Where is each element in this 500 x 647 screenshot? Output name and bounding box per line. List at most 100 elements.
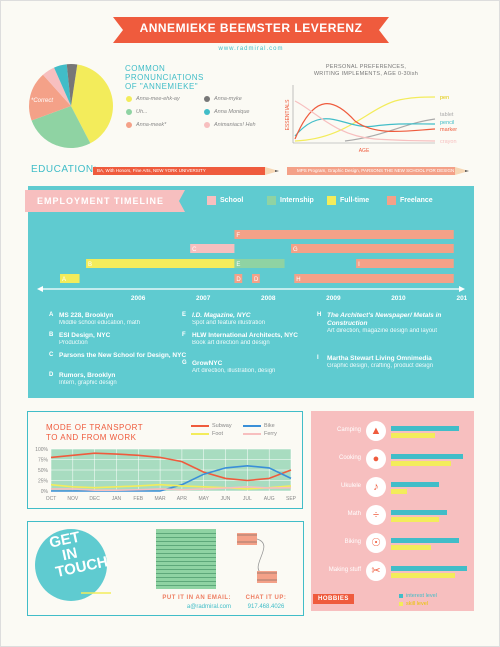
get-in-touch-badge xyxy=(35,529,111,601)
phone-number[interactable]: 917.468.4026 xyxy=(247,604,285,610)
x-tick: APR xyxy=(177,496,188,502)
interest-bar xyxy=(391,426,459,431)
pron-legend-label: Animaniacs! Heh xyxy=(214,122,256,128)
timeline-bar-letter: A xyxy=(62,277,66,283)
pref-line-marker xyxy=(294,103,436,140)
ukulele-icon: ♪ xyxy=(366,477,386,497)
pref-line-crayon xyxy=(294,100,436,142)
hobbies-tag: HOBBIES xyxy=(313,594,354,604)
phone-label: CHAT IT UP: xyxy=(245,595,287,601)
pie-slice xyxy=(54,64,71,106)
contact-panel xyxy=(27,521,304,616)
pron-legend-label: Uh... xyxy=(136,109,148,115)
year-label: 2007 xyxy=(196,295,211,302)
year-label: 2010 xyxy=(391,295,406,302)
employment-entry: F HLW International Architects, NYC Book a… xyxy=(182,332,320,347)
get-in-touch-text: GET IN TOUCH xyxy=(47,528,110,581)
legend-line xyxy=(243,433,261,435)
transport-legend-label: Bike xyxy=(264,423,275,429)
legend-dot xyxy=(204,96,210,102)
axis-xlabel: AGE xyxy=(359,148,370,154)
entry-desc: Book art direction and design xyxy=(192,340,270,346)
legend-dot xyxy=(126,122,132,128)
tent-icon: ▲ xyxy=(366,421,386,441)
entry-desc: Art direction, illustration, design xyxy=(192,367,276,374)
employment-entry: H The Architect's Newspaper/ Metals in Co… xyxy=(317,312,455,335)
employment-entry: D Rumors, Brooklyn Intern, graphic design xyxy=(49,372,187,387)
x-tick: AUG xyxy=(264,496,275,502)
pie-slice xyxy=(66,64,78,106)
timeline-bar-A xyxy=(60,274,80,283)
pref-label-pen: pen xyxy=(440,95,449,101)
entry-letter: G xyxy=(182,359,187,366)
pref-label-tablet: tablet xyxy=(440,112,454,118)
interest-bar xyxy=(391,538,459,543)
employment-legend-item: School xyxy=(207,196,243,205)
legend-swatch xyxy=(387,196,396,205)
email-label: PUT IT IN AN EMAIL: xyxy=(162,595,231,601)
y-tick: 0% xyxy=(41,489,49,495)
transport-legend-item: Ferry xyxy=(243,431,277,437)
legend-dot xyxy=(126,109,132,115)
transport-legend-item: Foot xyxy=(191,431,223,437)
entry-letter: F xyxy=(182,332,186,338)
email-link[interactable]: a@radmiral.com xyxy=(186,604,231,610)
education-label: EDUCATION: xyxy=(31,164,97,175)
year-label: 2009 xyxy=(326,295,341,302)
x-tick: OCT xyxy=(46,496,57,502)
pref-line-tablet xyxy=(344,118,436,142)
employment-legend-label: Freelance xyxy=(400,197,433,204)
legend-line xyxy=(243,425,261,427)
pron-legend-label: Anna-myke xyxy=(214,96,242,102)
employment-legend-label: Internship xyxy=(280,197,314,204)
employment-entries: A MS 228, Brooklyn Middle school education… xyxy=(49,312,469,396)
hobby-label: Ukulele xyxy=(340,483,361,489)
pot-icon: ● xyxy=(366,449,386,469)
timeline-bar-H xyxy=(294,274,454,283)
transport-legend-item: Subway xyxy=(191,423,232,429)
website-url[interactable]: www.radmiral.com xyxy=(218,46,284,52)
x-tick: JUN xyxy=(221,496,231,502)
tin-can-phone-icon xyxy=(237,533,277,583)
skill-bar xyxy=(391,517,439,522)
entry-desc: Middle school education, math xyxy=(59,320,141,326)
axis-ylabel: ESSENTIALS xyxy=(285,99,291,131)
timeline-bar-letter: H xyxy=(296,277,300,283)
transport-legend-label: Subway xyxy=(212,423,232,429)
transport-chart: 100% 75% 50% 25% 0%OCT NOV DEC JAN FEB MAR APR MAY J… xyxy=(35,447,296,502)
education-parsons: MPS Program, Graphic Design, PARSONS THE… xyxy=(297,168,455,173)
hobby-label: Cooking xyxy=(338,455,361,461)
entry-desc: Intern, graphic design xyxy=(59,380,117,386)
skill-bar xyxy=(391,573,455,578)
interest-bar xyxy=(391,454,463,459)
employment-title: EMPLOYMENT TIMELINE xyxy=(37,196,164,206)
entry-desc: Spot and feature illustration xyxy=(192,320,266,326)
x-tick: JAN xyxy=(112,496,122,502)
y-tick: 100% xyxy=(35,447,48,453)
x-tick: MAR xyxy=(155,496,167,502)
interest-bar xyxy=(391,510,447,515)
notepad-icon xyxy=(156,529,216,589)
pron-legend-item: Animaniacs! Heh xyxy=(204,122,256,128)
timeline-bar-letter: I xyxy=(358,262,360,268)
entry-letter: I xyxy=(317,354,319,361)
timeline-bar-letter: B xyxy=(88,262,92,268)
preferences-title: PERSONAL PREFERENCES, WRITING IMPLEMENTS… xyxy=(313,64,419,77)
timeline-bar-F xyxy=(234,230,454,239)
pron-legend-item: Anna-myke xyxy=(204,96,242,102)
entry-title: Rumors, Brooklyn xyxy=(59,372,116,379)
entry-letter: H xyxy=(317,312,322,318)
transport-legend-label: Ferry xyxy=(264,431,277,437)
y-tick: 75% xyxy=(38,458,49,464)
employment-entry: E I.D. Magazine, NYC Spot and feature illu… xyxy=(182,312,320,327)
entry-title: I.D. Magazine, NYC xyxy=(192,312,251,319)
hobbies-legend: interest level skill level xyxy=(399,593,437,607)
pref-label-marker: marker xyxy=(440,127,457,133)
employment-legend-item: Freelance xyxy=(387,196,433,205)
employment-entry: I Martha Stewart Living Omnimedia Graphic … xyxy=(317,355,455,370)
interest-bar xyxy=(391,566,467,571)
pref-label-pencil: pencil xyxy=(440,120,454,126)
legend-line xyxy=(191,425,209,427)
